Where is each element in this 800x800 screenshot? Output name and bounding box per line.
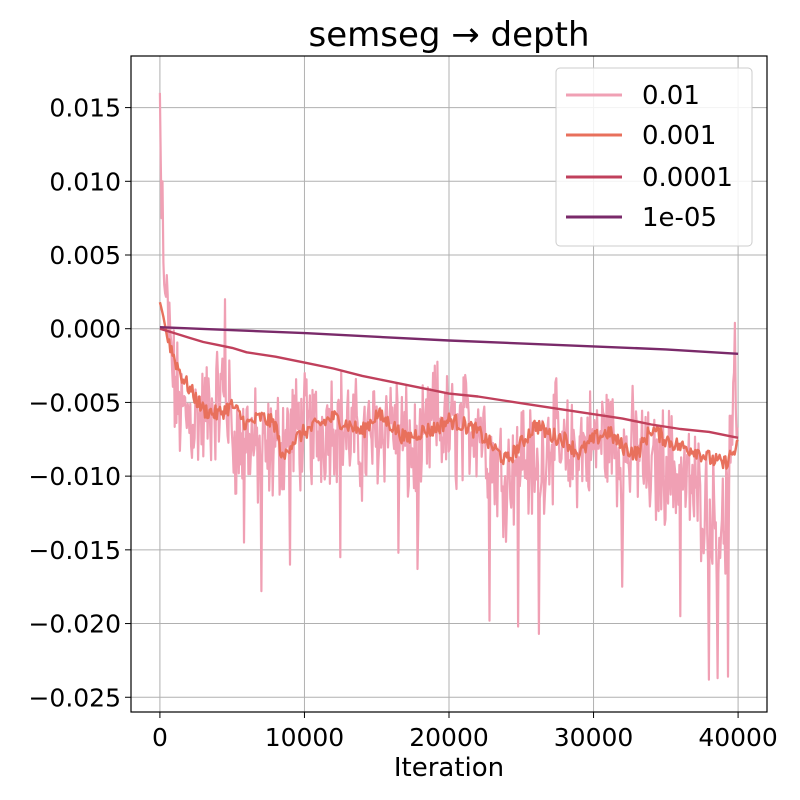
y-axis: −0.025 −0.020 −0.015 −0.010 −0.005 0.000 0.005… [28,94,131,712]
y-tick-label-6: 0.005 [49,241,121,270]
x-tick-label-0: 0 [152,723,168,752]
y-tick-label-1: −0.020 [28,610,121,639]
y-tick-label-0: −0.025 [28,683,121,712]
y-tick-label-3: −0.010 [28,462,121,491]
y-tick-label-7: 0.010 [49,167,121,196]
legend-label-1: 0.001 [642,121,716,151]
legend-box [555,67,753,247]
legend-label-2: 0.0001 [642,163,733,193]
legend-label-3: 1e-05 [642,203,717,233]
chart-title: semseg → depth [308,15,589,55]
series-line-1 [158,301,739,470]
x-tick-label-3: 30000 [554,723,634,752]
x-axis: 0 10000 20000 30000 40000 [152,712,778,752]
series-layer [158,92,739,681]
x-tick-label-1: 10000 [265,723,345,752]
legend-label-0: 0.01 [642,81,700,111]
series-line-2 [159,327,739,439]
x-tick-label-2: 20000 [409,723,489,752]
x-axis-label: Iteration [394,753,504,783]
y-tick-label-2: −0.015 [28,536,121,565]
y-tick-label-4: −0.005 [28,388,121,417]
x-tick-label-4: 40000 [698,723,778,752]
legend: 0.01 0.001 0.0001 1e-05 [555,67,753,247]
y-tick-label-5: 0.000 [49,315,121,344]
series-line-3 [159,326,739,355]
y-tick-label-8: 0.015 [49,94,121,123]
